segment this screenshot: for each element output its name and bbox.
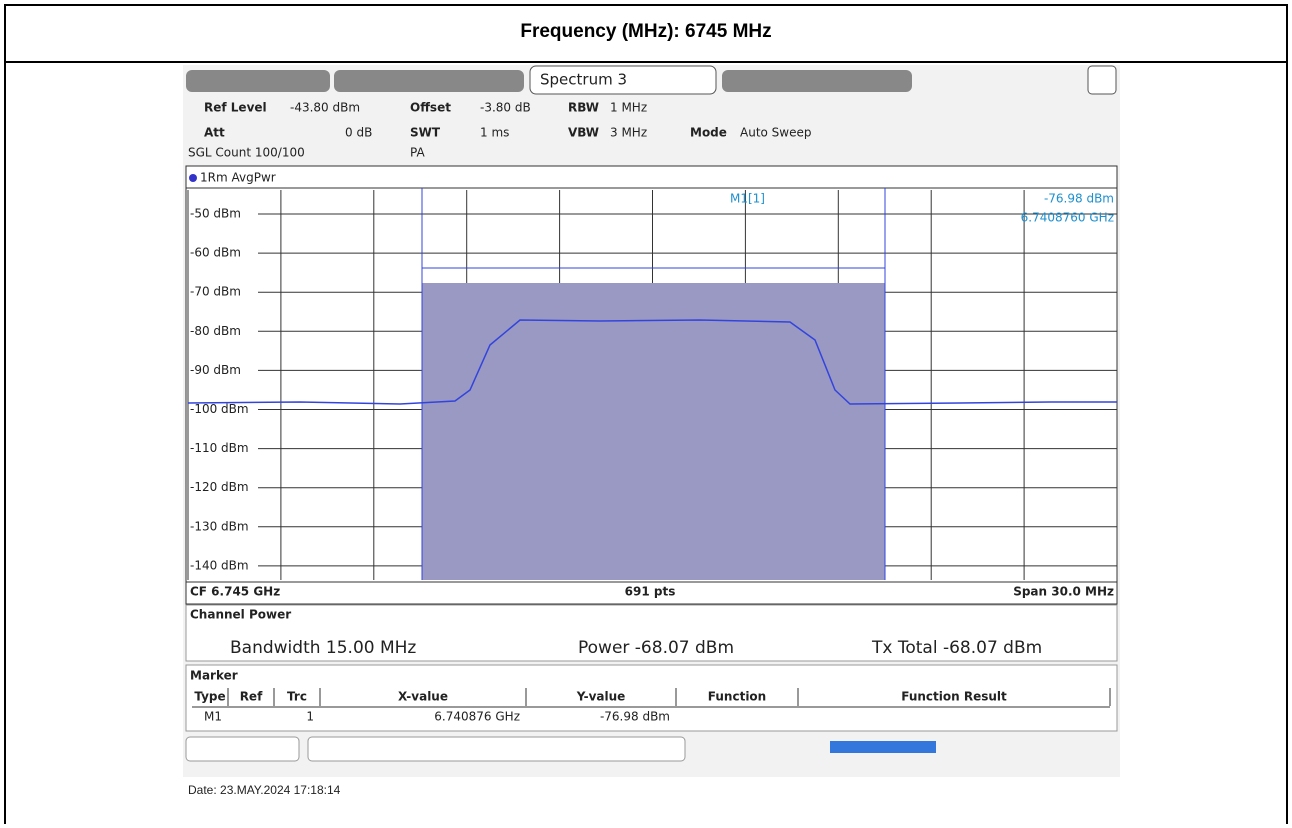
power: Power -68.07 dBm: [578, 638, 734, 658]
setting-value: 1 MHz: [610, 101, 647, 115]
setting-value: Auto Sweep: [740, 126, 812, 140]
menu-button[interactable]: [1087, 65, 1117, 95]
setting-label: VBW: [568, 126, 599, 140]
bandwidth: Bandwidth 15.00 MHz: [230, 638, 416, 658]
trace-dot: [189, 174, 197, 182]
col-header: Type: [194, 690, 225, 704]
tab-label: Spectrum 3: [540, 71, 627, 89]
setting-label: Ref Level: [204, 101, 267, 115]
col-header: X-value: [398, 690, 448, 704]
col-header: Y-value: [576, 690, 626, 704]
cell: -76.98 dBm: [600, 710, 670, 724]
setting-label: SWT: [410, 126, 441, 140]
marker-title: Marker: [190, 669, 238, 683]
date: Date: 23.MAY.2024 17:18:14: [188, 783, 341, 797]
cf: CF 6.745 GHz: [190, 585, 280, 599]
settings: Ref Level -43.80 dBm Offset -3.80 dB RBW 1 MH…: [204, 101, 812, 140]
channel-power-title: Channel Power: [190, 608, 291, 622]
setting-value: -43.80 dBm: [290, 101, 360, 115]
marker-level: -76.98 dBm: [1044, 192, 1114, 206]
tabs: Spectrum 3: [186, 65, 1117, 95]
marker-name: M1[1]: [730, 192, 765, 206]
setting-value: 1 ms: [480, 126, 509, 140]
y-label: -130 dBm: [190, 519, 249, 533]
status-box: [185, 736, 300, 762]
tab[interactable]: [334, 70, 524, 92]
span: Span 30.0 MHz: [1013, 585, 1114, 599]
y-label: -70 dBm: [190, 285, 241, 299]
col-header: Function: [708, 690, 766, 704]
setting-value: 0 dB: [345, 126, 372, 140]
grid: -50 dBm -60 dBm -70 dBm -80 dBm -90 dBm -100 …: [187, 190, 1118, 580]
col-header: Trc: [287, 690, 307, 704]
y-label: -100 dBm: [190, 402, 249, 416]
title: Frequency (MHz): 6745 MHz: [520, 21, 771, 42]
cell: 6.740876 GHz: [434, 710, 520, 724]
y-label: -120 dBm: [190, 480, 249, 494]
setting-label: Offset: [410, 101, 451, 115]
setting-label: Att: [204, 126, 225, 140]
status-box: [307, 736, 686, 762]
col-header: Function Result: [901, 690, 1007, 704]
y-label: -110 dBm: [190, 441, 249, 455]
channel-shade: [422, 283, 885, 580]
marker-box: [185, 664, 1118, 732]
outer-border: [4, 4, 1288, 828]
pa: PA: [410, 146, 425, 160]
marker-table: Type Ref Trc X-value Y-value Function Function…: [192, 688, 1111, 724]
trace: [187, 319, 1117, 405]
y-label: -80 dBm: [190, 324, 241, 338]
points: 691 pts: [625, 585, 676, 599]
tx-total: Tx Total -68.07 dBm: [871, 638, 1042, 658]
tab-active[interactable]: [529, 65, 717, 95]
y-label: -90 dBm: [190, 363, 241, 377]
setting-label: Mode: [690, 126, 727, 140]
marker-freq: 6.7408760 GHz: [1021, 211, 1114, 225]
y-label: -50 dBm: [190, 207, 241, 221]
setting-label: RBW: [568, 101, 599, 115]
tab: [186, 70, 330, 92]
channel-power-box: [185, 604, 1118, 662]
progress: [830, 741, 936, 753]
cell: M1: [204, 710, 222, 724]
setting-value: -3.80 dB: [480, 101, 531, 115]
trace-label: 1Rm AvgPwr: [200, 171, 276, 185]
y-label: -60 dBm: [190, 246, 241, 260]
col-header: Ref: [240, 690, 263, 704]
tab[interactable]: [722, 70, 912, 92]
y-label: -140 dBm: [190, 558, 249, 572]
cell: 1: [306, 710, 314, 724]
sgl-count: SGL Count 100/100: [188, 146, 305, 160]
setting-value: 3 MHz: [610, 126, 647, 140]
